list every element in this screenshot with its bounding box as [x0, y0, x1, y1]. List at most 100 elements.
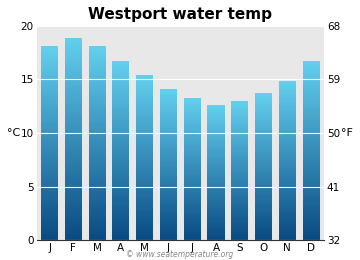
Bar [184, 230, 201, 231]
Bar [255, 179, 272, 180]
Bar [160, 95, 177, 97]
Bar [160, 126, 177, 127]
Bar [279, 228, 296, 230]
Bar [231, 202, 248, 203]
Bar [65, 83, 82, 85]
Bar [231, 132, 248, 133]
Bar [160, 110, 177, 112]
Bar [302, 96, 320, 97]
Bar [136, 193, 153, 195]
Bar [89, 223, 106, 224]
Bar [136, 207, 153, 209]
Bar [41, 70, 58, 72]
Bar [231, 186, 248, 187]
Bar [160, 124, 177, 126]
Bar [184, 171, 201, 173]
Bar [279, 219, 296, 220]
Bar [160, 209, 177, 210]
Bar [136, 114, 153, 115]
Bar [41, 119, 58, 121]
Bar [231, 162, 248, 164]
Bar [231, 109, 248, 110]
Bar [184, 139, 201, 140]
Bar [112, 164, 130, 166]
Bar [255, 238, 272, 239]
Bar [136, 126, 153, 127]
Bar [136, 163, 153, 165]
Bar [302, 181, 320, 182]
Bar [65, 115, 82, 117]
Bar [231, 164, 248, 165]
Bar [89, 179, 106, 180]
Bar [160, 173, 177, 175]
Bar [65, 205, 82, 206]
Bar [112, 151, 130, 152]
Bar [89, 239, 106, 240]
Bar [207, 114, 225, 115]
Bar [112, 163, 130, 164]
Bar [160, 108, 177, 109]
Bar [160, 138, 177, 140]
Bar [89, 134, 106, 135]
Bar [65, 88, 82, 90]
Bar [41, 195, 58, 197]
Bar [65, 110, 82, 112]
Bar [65, 227, 82, 229]
Bar [65, 198, 82, 200]
Bar [65, 82, 82, 83]
Bar [112, 99, 130, 100]
Bar [112, 100, 130, 102]
Bar [231, 135, 248, 136]
Bar [279, 152, 296, 154]
Bar [184, 170, 201, 171]
Bar [112, 185, 130, 187]
Bar [302, 184, 320, 185]
Bar [302, 90, 320, 91]
Bar [41, 83, 58, 85]
Bar [65, 178, 82, 179]
Bar [207, 209, 225, 210]
Bar [89, 193, 106, 195]
Bar [65, 217, 82, 218]
Bar [302, 97, 320, 99]
Bar [207, 162, 225, 164]
Bar [207, 222, 225, 223]
Bar [112, 127, 130, 128]
Bar [160, 206, 177, 207]
Bar [302, 191, 320, 193]
Bar [65, 129, 82, 131]
Bar [184, 189, 201, 190]
Bar [279, 139, 296, 140]
Bar [160, 204, 177, 205]
Bar [184, 129, 201, 130]
Bar [255, 118, 272, 119]
Y-axis label: °F: °F [341, 128, 353, 138]
Bar [231, 143, 248, 144]
Bar [136, 231, 153, 232]
Bar [184, 200, 201, 201]
Bar [89, 203, 106, 205]
Bar [279, 231, 296, 232]
Bar [160, 237, 177, 238]
Bar [207, 217, 225, 218]
Bar [160, 182, 177, 184]
Bar [255, 209, 272, 210]
Bar [89, 64, 106, 66]
Bar [112, 187, 130, 188]
Bar [231, 181, 248, 182]
Bar [41, 61, 58, 62]
Bar [231, 139, 248, 140]
Bar [207, 115, 225, 116]
Bar [302, 167, 320, 169]
Bar [160, 238, 177, 239]
Bar [160, 175, 177, 176]
Bar [41, 214, 58, 216]
Bar [136, 192, 153, 193]
Bar [207, 161, 225, 162]
Bar [255, 124, 272, 125]
Bar [231, 170, 248, 171]
Bar [207, 160, 225, 161]
Bar [302, 149, 320, 151]
Bar [160, 218, 177, 219]
Bar [41, 126, 58, 127]
